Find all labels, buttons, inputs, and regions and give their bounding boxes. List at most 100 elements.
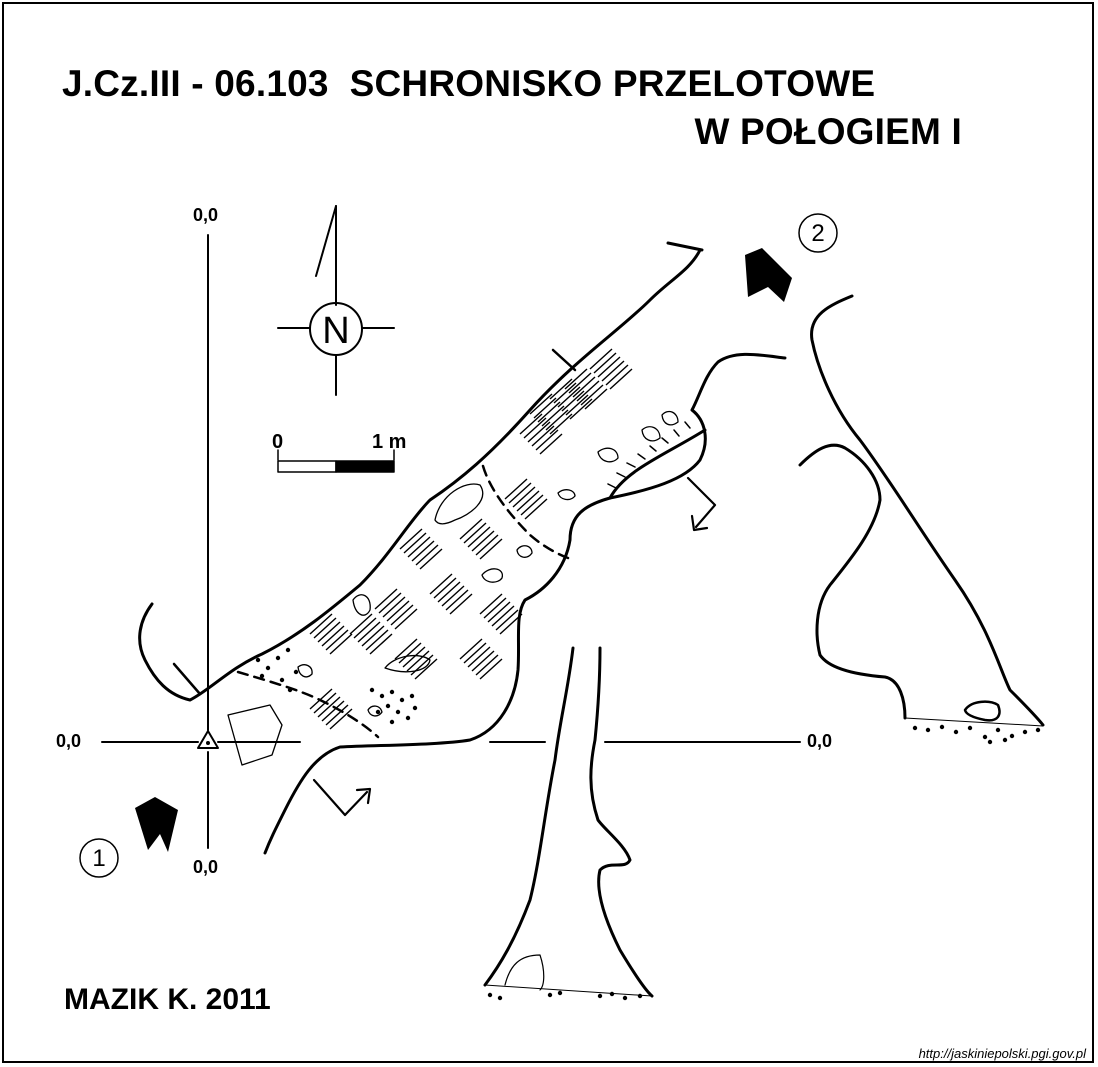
hatch-line (593, 352, 617, 374)
hatch-line (309, 613, 333, 635)
coordinate-axes (101, 234, 801, 849)
hatch-line (415, 544, 439, 566)
hatch-line (309, 688, 333, 710)
hatch-line (349, 613, 373, 635)
hatch-line (533, 397, 557, 419)
pebble-dot (389, 689, 395, 695)
pebble-dot (987, 739, 993, 745)
author-credit: MAZIK K. 2011 (64, 983, 271, 1016)
boulder-outline (963, 700, 1001, 722)
hatch-line (531, 425, 555, 447)
hatch-line (565, 394, 589, 416)
hatch-line (475, 534, 499, 556)
pebble-dot (412, 705, 418, 711)
pebble-dots (255, 647, 1041, 1001)
hatch-line (512, 486, 536, 508)
entrance-markers: 1 2 (79, 213, 838, 878)
hatch-line (402, 646, 426, 668)
pebble-dot (409, 693, 415, 699)
hatch-line (463, 522, 487, 544)
hatch-line (467, 646, 491, 668)
hatch-line (414, 658, 438, 680)
hatch-line (399, 528, 423, 550)
hatch-line (553, 382, 577, 404)
hatch-line (321, 700, 345, 722)
entrance-1-label: 1 (92, 845, 105, 872)
pebble-dot (1035, 727, 1041, 733)
hatch-line (576, 380, 600, 402)
hatch-line (313, 692, 337, 714)
hatch-line (374, 588, 398, 610)
hatch-line (487, 601, 511, 623)
pebble-dot (912, 725, 918, 731)
hatch-line (537, 401, 561, 423)
pebble-dot (637, 993, 643, 999)
direction-arrow-icon (312, 476, 717, 817)
hatch-line (545, 409, 569, 431)
hatch-line (520, 494, 544, 516)
pebble-dot (1022, 729, 1028, 735)
hatch-line (398, 642, 422, 664)
scale-bar (277, 449, 395, 473)
hatch-line (394, 638, 418, 660)
hatch-line (541, 405, 565, 427)
hatch-line (479, 593, 503, 615)
pebble-dot (255, 657, 261, 663)
hatch-line (584, 388, 608, 410)
hatch-line (605, 364, 629, 386)
pebble-dot (497, 995, 503, 1001)
hatch-line (561, 390, 585, 412)
rock-fragments (227, 410, 679, 766)
pebble-dot (967, 725, 973, 731)
hatch-line (535, 429, 559, 451)
pebble-dot (265, 665, 271, 671)
pebble-dot (405, 715, 411, 721)
coord-label-right: 0,0 (807, 731, 833, 751)
hatch-line (419, 548, 443, 570)
hatch-line (378, 592, 402, 614)
coord-label-left: 0,0 (56, 731, 82, 751)
hatch-line (325, 704, 349, 726)
hatch-line (365, 629, 389, 651)
pebble-dot (609, 991, 615, 997)
hatch-line (390, 604, 414, 626)
hatch-line (495, 609, 519, 631)
hatch-line (394, 608, 418, 630)
hatch-patterns (309, 348, 633, 730)
hatch-line (410, 654, 434, 676)
pebble-dot (285, 647, 291, 653)
hatch-line (549, 413, 573, 435)
hatch-line (449, 593, 473, 615)
hatch-line (516, 490, 540, 512)
hatch-line (479, 658, 503, 680)
pebble-dot (597, 993, 603, 999)
pebble-dot (995, 727, 1001, 733)
pebble-dot (1009, 733, 1015, 739)
hatch-line (317, 621, 341, 643)
hatch-line (441, 585, 465, 607)
hatch-line (429, 573, 453, 595)
cave-wall-upper (138, 248, 702, 702)
hatch-line (321, 625, 345, 647)
coord-label-bottom: 0,0 (193, 857, 219, 877)
hatch-line (499, 613, 523, 635)
hatch-line (361, 625, 385, 647)
hatch-line (569, 398, 593, 420)
hatch-line (523, 417, 547, 439)
pebble-dot (379, 693, 385, 699)
hatch-line (437, 581, 461, 603)
hatch-line (524, 498, 548, 520)
pebble-dot (953, 729, 959, 735)
hatch-line (557, 386, 581, 408)
hatch-line (597, 356, 621, 378)
hatch-line (467, 526, 491, 548)
north-letter: N (322, 310, 349, 352)
hatch-line (471, 650, 495, 672)
cave-wall-lower (263, 352, 787, 855)
hatch-line (369, 633, 393, 655)
hatch-line (568, 372, 592, 394)
hatch-line (382, 596, 406, 618)
right-outer-wall (810, 294, 1045, 727)
hatch-line (411, 540, 435, 562)
